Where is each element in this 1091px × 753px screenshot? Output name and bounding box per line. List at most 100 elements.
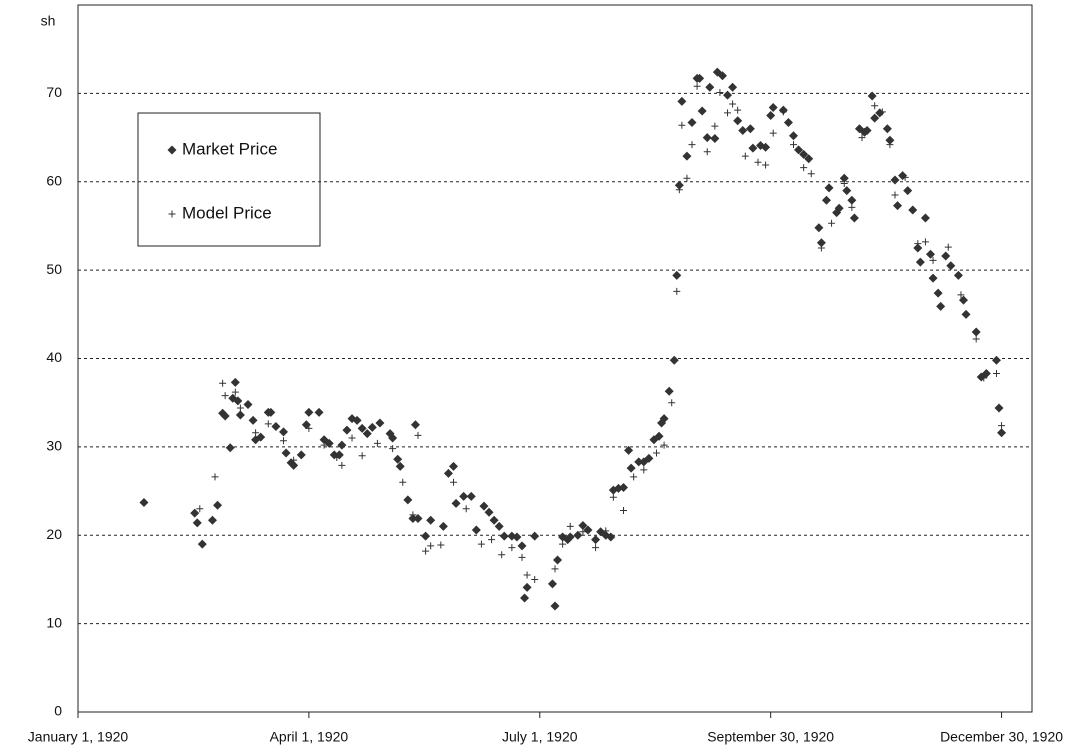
market-point: [903, 186, 913, 196]
model-point: [290, 456, 298, 464]
model-point: [711, 122, 719, 130]
model-point: [211, 473, 219, 481]
market-point: [710, 133, 720, 143]
y-axis-label: sh: [41, 13, 56, 29]
market-point: [908, 205, 918, 215]
market-point: [728, 82, 738, 92]
market-point: [256, 432, 266, 442]
market-point: [220, 411, 230, 421]
market-point: [913, 243, 923, 253]
model-point: [437, 541, 445, 549]
market-point: [695, 73, 705, 83]
x-tick-label: July 1, 1920: [502, 729, 578, 745]
model-point: [477, 540, 485, 548]
market-point: [243, 399, 253, 409]
market-point: [530, 531, 540, 541]
model-point: [734, 106, 742, 114]
model-point: [305, 424, 313, 432]
model-point: [668, 399, 676, 407]
market-point: [885, 135, 895, 145]
market-point: [388, 433, 398, 443]
model-point: [693, 82, 701, 90]
model-point: [957, 291, 965, 299]
model-point: [921, 238, 929, 246]
market-point: [893, 201, 903, 211]
market-point: [847, 195, 857, 205]
market-point: [761, 142, 771, 152]
market-point: [393, 454, 403, 464]
model-point: [673, 287, 681, 295]
market-point: [207, 515, 217, 525]
market-point: [233, 396, 243, 406]
model-point: [630, 473, 638, 481]
model-point: [675, 186, 683, 194]
market-point: [410, 420, 420, 430]
y-tick-label: 40: [46, 349, 62, 365]
model-point: [678, 121, 686, 129]
model-point: [566, 522, 574, 530]
market-point: [235, 410, 245, 420]
model-point: [409, 511, 417, 519]
x-tick-label: December 30, 1920: [940, 729, 1063, 745]
market-point: [994, 403, 1004, 413]
model-point: [579, 528, 587, 536]
market-point: [289, 460, 299, 470]
market-point: [958, 295, 968, 305]
market-point: [928, 273, 938, 283]
market-point: [484, 507, 494, 517]
model-point: [972, 335, 980, 343]
model-point: [488, 536, 496, 544]
model-point: [807, 170, 815, 178]
market-point: [190, 508, 200, 518]
market-point: [139, 498, 149, 508]
y-tick-label: 60: [46, 172, 62, 188]
market-point: [471, 525, 481, 535]
market-point: [794, 145, 804, 155]
market-point: [991, 355, 1001, 365]
model-point: [929, 256, 937, 264]
market-point: [197, 539, 207, 549]
market-point: [745, 124, 755, 134]
market-point: [352, 415, 362, 425]
market-point: [862, 125, 872, 135]
model-point: [790, 141, 797, 149]
market-point: [870, 113, 880, 123]
market-point: [342, 425, 352, 435]
model-point: [280, 437, 288, 445]
market-point: [578, 521, 588, 531]
model-point: [348, 434, 356, 442]
market-point: [839, 173, 849, 183]
market-point: [926, 249, 936, 259]
market-point: [687, 118, 697, 128]
market-point: [941, 251, 951, 261]
market-point: [824, 183, 834, 193]
market-point: [337, 440, 347, 450]
model-point: [531, 575, 539, 583]
model-point: [333, 453, 341, 461]
market-point: [834, 203, 844, 213]
market-point: [367, 422, 377, 432]
market-point: [443, 468, 453, 478]
model-point: [754, 158, 762, 166]
market-point: [248, 415, 258, 425]
model-point: [620, 507, 628, 515]
market-point: [920, 213, 930, 223]
model-point: [414, 431, 422, 439]
market-point: [733, 116, 743, 126]
model-point: [320, 441, 328, 449]
market-point: [664, 386, 674, 396]
model-point: [886, 141, 894, 149]
market-point: [565, 532, 575, 542]
market-point: [413, 513, 423, 523]
market-point: [814, 223, 824, 233]
market-point: [882, 124, 892, 134]
market-point: [494, 521, 504, 531]
market-point: [933, 288, 943, 298]
market-point: [702, 133, 712, 143]
market-point: [421, 531, 431, 541]
market-point: [591, 535, 601, 545]
legend-label: Market Price: [182, 139, 277, 158]
model-point: [450, 478, 458, 486]
market-point: [672, 270, 682, 280]
